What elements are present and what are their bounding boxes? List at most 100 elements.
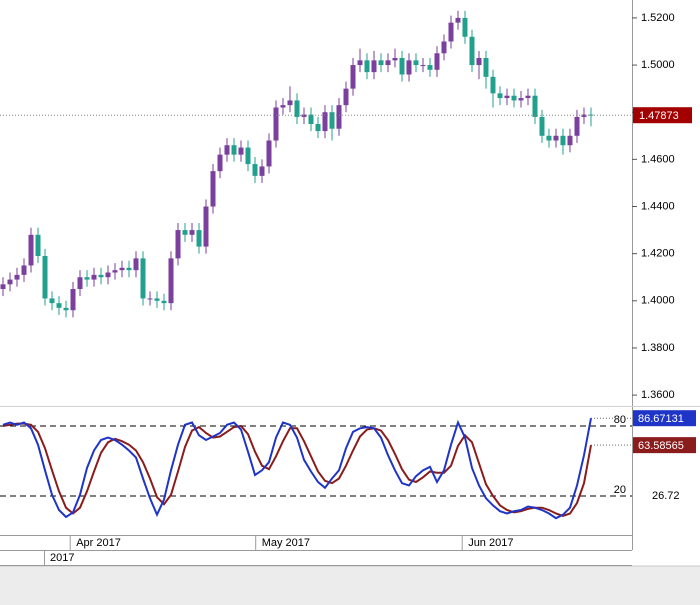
y-tick-label: 20 [614, 484, 626, 496]
candle-body [511, 95, 517, 101]
candle-body [259, 166, 265, 176]
candle-body [308, 114, 314, 124]
candle-body [238, 147, 244, 155]
candle-body [539, 116, 545, 136]
candle-body [49, 298, 55, 304]
candle-body [567, 135, 573, 146]
candle-body [469, 36, 475, 66]
candle-body [210, 171, 216, 207]
candle-body [175, 230, 181, 259]
candle-body [140, 258, 146, 299]
annotation: 26.72 [652, 490, 680, 502]
candle-body [35, 234, 41, 257]
candle-body [294, 100, 300, 117]
candle-body [84, 277, 90, 280]
candle-body [119, 267, 125, 271]
candle-body [147, 298, 153, 300]
last-value-label: 86.67131 [638, 413, 684, 425]
candle-body [0, 284, 6, 290]
candle-body [28, 234, 34, 266]
candle-body [329, 112, 335, 129]
candle-body [105, 272, 111, 278]
candle-body [532, 95, 538, 117]
x-tick-label: May 2017 [262, 537, 310, 549]
candle-body [413, 60, 419, 66]
candle-body [56, 303, 62, 308]
candle-body [392, 57, 398, 61]
last-price-label: 1.47873 [639, 110, 679, 122]
candle-body [112, 270, 118, 273]
candle-body [357, 60, 363, 66]
y-tick-label: 1.4200 [641, 248, 675, 260]
candle-body [322, 112, 328, 132]
y-tick-label: 1.3600 [641, 389, 675, 401]
candle-body [350, 65, 356, 89]
last-value-label: 63.58565 [638, 440, 684, 452]
candle-body [518, 98, 524, 101]
candle-body [560, 135, 566, 146]
candle-body [98, 274, 104, 278]
candle-body [154, 298, 160, 301]
candle-body [231, 145, 237, 155]
candle-body [497, 93, 503, 99]
candle-body [378, 60, 384, 66]
candle-body [427, 65, 433, 70]
candle-body [364, 60, 370, 73]
candle-body [455, 17, 461, 23]
candle-body [553, 135, 559, 141]
y-tick-label: 1.4600 [641, 153, 675, 165]
candle-body [266, 140, 272, 167]
candle-body [196, 230, 202, 247]
candle-body [182, 230, 188, 235]
candle-body [280, 105, 286, 108]
candle-body [336, 105, 342, 129]
candle-body [315, 123, 321, 132]
candle-body [21, 265, 27, 275]
candle-body [168, 258, 174, 304]
year-label: 2017 [50, 552, 74, 564]
footer-area [0, 566, 700, 605]
candle-body [301, 114, 307, 117]
candle-body [588, 114, 594, 116]
candle-body [252, 164, 258, 176]
candle-body [126, 267, 132, 271]
candle-body [441, 41, 447, 54]
candle-body [203, 206, 209, 247]
candle-body [224, 145, 230, 155]
candle-body [525, 95, 531, 99]
candle-body [77, 277, 83, 290]
candle-body [273, 107, 279, 141]
y-tick-label: 1.5000 [641, 59, 675, 71]
candle-body [161, 300, 167, 304]
x-tick-label: Jun 2017 [468, 537, 513, 549]
candle-body [189, 230, 195, 235]
candle-body [70, 289, 76, 311]
candle-body [133, 258, 139, 271]
candle-body [14, 274, 20, 280]
y-tick-label: 1.5200 [641, 12, 675, 24]
y-tick-label: 1.4000 [641, 295, 675, 307]
y-tick-label: 1.4400 [641, 200, 675, 212]
candle-body [448, 22, 454, 42]
candle-body [406, 60, 412, 75]
candle-body [434, 53, 440, 70]
candle-body [371, 60, 377, 73]
candle-body [581, 114, 587, 117]
last-value-box [633, 410, 696, 427]
candle-body [63, 307, 69, 311]
last-price-box [633, 107, 692, 124]
candle-body [504, 95, 510, 99]
candle-body [7, 279, 13, 285]
x-tick-label: Apr 2017 [76, 537, 121, 549]
candle-body [490, 76, 496, 94]
y-tick-label: 80 [614, 414, 626, 426]
candle-body [483, 57, 489, 77]
candle-body [462, 17, 468, 37]
candle-body [343, 88, 349, 106]
candle-body [91, 274, 97, 280]
candle-body [287, 100, 293, 106]
candle-body [217, 154, 223, 172]
